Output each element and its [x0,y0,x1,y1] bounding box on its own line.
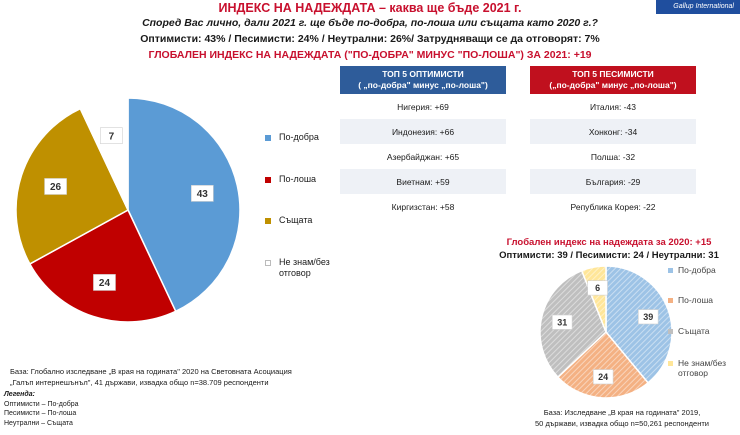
definition-optimists: Оптимисти – По-добра [4,400,79,408]
summary-2020: Оптимисти: 39 / Песимисти: 24 / Неутралн… [499,250,719,261]
top5-optimists-table: ТОП 5 ОПТИМИСТИ ( „по-добра" минус „по-л… [340,66,506,219]
base-note-2020: База: Изследване „В края на годината" 20… [504,407,740,429]
legend-swatch-worse [265,177,271,183]
pie-slice-worse [28,208,177,323]
legend-label-unknown: Не знам/без отговор [279,257,330,278]
optimist-row: Киргизстан: +58 [391,201,455,212]
legend-item-better: По-добра [265,132,319,142]
legend-swatch-unknown [265,260,271,266]
optimist-row: Нигерия: +69 [397,101,449,112]
pessimist-row: България: -29 [530,169,696,194]
optimist-row: Виетнам: +59 [340,169,506,194]
pie-slice-texture-same [540,270,606,378]
pie-value-label-unknown: 6 [595,283,600,293]
pie-value-label-same: 31 [557,317,567,327]
pie-slice-better [127,97,241,313]
pie-slice-unknown [79,97,129,211]
pessimist-row: Република Корея: -22 [570,201,656,212]
legend2020-item-same: Същата [668,326,710,336]
pie-value-label-worse: 24 [598,372,608,382]
pie-value-label-better: 43 [197,189,209,200]
pie-slice-same [15,107,129,265]
summary-2021: Оптимисти: 43% / Песимисти: 24% / Неутра… [140,33,600,45]
gallup-logo: Gallup International [656,0,740,14]
pie-label-box-unknown [587,280,608,296]
top5-pessimists-table: ТОП 5 ПЕСИМИСТИ („по-добра" минус „по-ло… [530,66,696,219]
pie-label-box-same [552,314,573,330]
base-note-2021: База: Глобално изследване „В края на год… [10,366,370,388]
legend-label-worse: По-лоша [279,174,317,184]
pie-label-box-better [638,309,659,325]
pie-label-box-worse [93,274,116,291]
legend-item-same: Същата [265,215,312,225]
pie-value-label-unknown: 7 [109,131,115,142]
legend-swatch-same [265,218,271,224]
legend-swatch-better [265,135,271,141]
legend2020-swatch-same [668,329,673,334]
optimist-row: Азербайджан: +65 [386,151,460,162]
legend2020-label-better: По-добра [678,265,716,275]
pie-value-label-same: 26 [50,182,62,193]
optimists-subtitle: ( „по-добра" минус „по-лоша") [358,80,488,90]
pessimists-header: ТОП 5 ПЕСИМИСТИ („по-добра" минус „по-ло… [530,66,696,94]
legend-label-same: Същата [279,215,313,225]
page-title: ИНДЕКС НА НАДЕЖДАТА – каква ще бъде 2021… [218,1,522,15]
base-note-2021-line1: База: Глобално изследване „В края на год… [10,367,292,376]
base-note-2020-line2: 50 държави, извадка общо n=50,261 респон… [535,419,709,428]
pie-label-box-same [44,178,67,195]
pessimist-row: Хонконг: -34 [530,119,696,144]
hope-index-2021: ГЛОБАЛЕН ИНДЕКС НА НАДЕЖДАТА ("ПО-ДОБРА"… [148,49,592,61]
pessimist-row: Италия: -43 [590,101,636,112]
pessimists-subtitle: („по-добра" минус „по-лоша") [549,80,677,90]
optimists-title: ТОП 5 ОПТИМИСТИ [382,69,464,79]
pie-value-label-worse: 24 [99,278,111,289]
pie-label-box-unknown [100,127,123,144]
legend2020-swatch-worse [668,298,673,303]
legend2020-label-unknown: Не знам/без отговор [678,358,726,378]
pie-chart-2021: 43 24 26 7 [15,97,241,323]
legend-item-unknown: Не знам/без отговор [265,257,337,279]
legend2020-item-better: По-добра [668,265,716,275]
legend2020-swatch-better [668,268,673,273]
definitions-legend: Легенда: Оптимисти – По-добра Песимисти … [4,390,124,428]
hope-index-2020: Глобален индекс на надеждата за 2020: +1… [506,237,712,248]
optimists-header: ТОП 5 ОПТИМИСТИ ( „по-добра" минус „по-л… [340,66,506,94]
definition-pessimists: Песимисти – По-лоша [4,410,77,417]
pie-label-box-better [191,185,214,202]
optimist-row: Индонезия: +66 [340,119,506,144]
pessimist-row: Полша: -32 [590,151,636,162]
legend-item-worse: По-лоша [265,174,316,184]
legend2020-label-same: Същата [678,326,710,336]
pie-slice-texture-worse [557,332,649,398]
survey-question: Според Вас лично, дали 2021 г. ще бъде п… [142,17,598,29]
legend2020-swatch-unknown [668,361,673,366]
pie-slice-texture-better [606,266,672,383]
base-note-2020-line1: База: Изследване „В края на годината" 20… [543,408,701,417]
pessimists-title: ТОП 5 ПЕСИМИСТИ [572,69,654,79]
legend2020-item-unknown: Не знам/без отговор [668,358,738,378]
legend-label-better: По-добра [279,132,319,142]
pie-label-box-worse [592,369,614,385]
pie-value-label-better: 39 [643,312,653,322]
definition-neutrals: Неутрални – Същата [4,419,73,427]
legend2020-item-worse: По-лоша [668,295,713,305]
definitions-title: Легенда: [4,391,35,398]
base-note-2021-line2: „Галъп интернешънъл", 41 държави, извадк… [10,378,269,387]
pie-chart-2020: 39 24 31 6 [539,265,673,399]
legend2020-label-worse: По-лоша [678,295,713,305]
